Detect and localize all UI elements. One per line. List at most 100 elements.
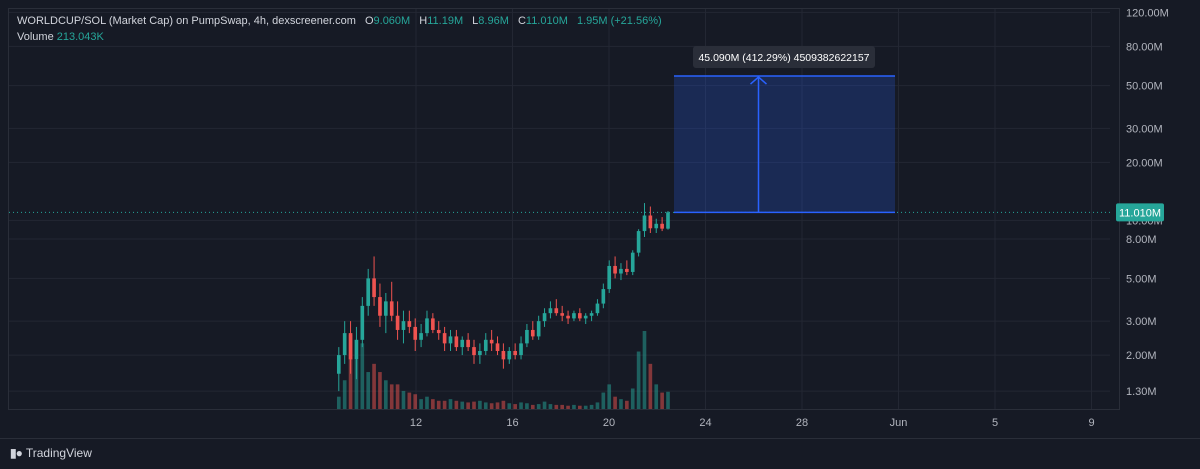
candle-body[interactable] (436, 329, 441, 334)
candle-body[interactable] (560, 313, 565, 316)
candle-body[interactable] (566, 315, 570, 319)
volume-label: Volume (17, 31, 54, 43)
candle-body[interactable] (601, 289, 606, 304)
volume-bar (636, 351, 641, 409)
candle-body[interactable] (354, 339, 359, 360)
price-chart[interactable]: 45.090M (412.29%) 4509382622157 120.00M 8… (0, 0, 1200, 438)
volume-bar (560, 404, 565, 409)
price-tick-label: 8.00M (1126, 234, 1157, 246)
high-value: 11.19M (427, 15, 464, 27)
candle-body[interactable] (507, 350, 512, 360)
candle-body[interactable] (366, 278, 371, 306)
volume-bar (425, 396, 429, 409)
volume-bar (419, 399, 423, 409)
candle-body[interactable] (342, 333, 347, 356)
candle-body[interactable] (454, 336, 459, 348)
candle-body[interactable] (577, 313, 582, 319)
open-label: O (364, 15, 374, 27)
candle-body[interactable] (466, 339, 470, 348)
candle-body[interactable] (501, 350, 506, 360)
candle-body[interactable] (607, 265, 612, 290)
measure-box[interactable] (674, 76, 895, 213)
volume-bar (525, 403, 529, 409)
candle-body[interactable] (389, 301, 394, 316)
candle-body[interactable] (489, 339, 494, 344)
time-tick-label: Jun (890, 417, 908, 429)
volume-bar (554, 404, 559, 409)
candle-body[interactable] (519, 343, 523, 356)
candle-body[interactable] (348, 333, 353, 360)
candle-body[interactable] (625, 268, 629, 272)
candle-body[interactable] (648, 215, 653, 229)
volume-bar (354, 359, 359, 409)
volume-bar (372, 363, 376, 409)
candle-body[interactable] (654, 223, 659, 229)
candle-body[interactable] (495, 343, 500, 351)
candle-body[interactable] (613, 265, 617, 274)
volume-bar (389, 384, 394, 409)
chart-area[interactable] (8, 8, 1120, 410)
candle-body[interactable] (548, 308, 553, 314)
candle-body[interactable] (536, 321, 541, 337)
tradingview-logo[interactable]: ▮● TradingView (10, 446, 92, 460)
volume-bar (625, 400, 629, 409)
candle-body[interactable] (513, 350, 517, 356)
volume-bar (519, 402, 523, 409)
volume-bar (542, 401, 547, 409)
candle-body[interactable] (448, 336, 453, 344)
volume-bar (566, 405, 570, 409)
candle-body[interactable] (478, 350, 482, 356)
candle-body[interactable] (572, 313, 576, 319)
change-value: 1.95M (+21.56%) (576, 15, 662, 27)
price-tick-label: 2.00M (1126, 350, 1157, 362)
volume-bar (395, 384, 400, 409)
candle-body[interactable] (583, 315, 588, 319)
candle-body[interactable] (660, 223, 664, 229)
price-tick-label: 30.00M (1126, 123, 1163, 135)
volume-bar (360, 343, 365, 409)
candle-body[interactable] (442, 333, 447, 344)
candle-body[interactable] (630, 252, 635, 272)
candle-body[interactable] (425, 318, 429, 334)
candle-body[interactable] (360, 305, 365, 340)
tradingview-brand: TradingView (25, 446, 92, 460)
candle-body[interactable] (413, 326, 418, 340)
candle-body[interactable] (395, 315, 400, 330)
volume-bar (466, 402, 470, 409)
candle-body[interactable] (372, 278, 376, 298)
volume-bar (413, 394, 418, 409)
candle-body[interactable] (642, 215, 647, 232)
volume-bar (483, 402, 488, 409)
candle-body[interactable] (589, 313, 594, 316)
volume-bar (654, 384, 659, 409)
measure-label: 45.090M (412.29%) 4509382622157 (698, 52, 869, 64)
candle-body[interactable] (530, 329, 535, 337)
candle-body[interactable] (472, 347, 476, 356)
candle-body[interactable] (525, 329, 529, 344)
candle-body[interactable] (483, 339, 488, 351)
candle-body[interactable] (378, 297, 382, 316)
candle-body[interactable] (542, 313, 547, 322)
volume-bar (448, 399, 453, 409)
candle-body[interactable] (460, 339, 465, 348)
candle-body[interactable] (666, 212, 670, 229)
candle-body[interactable] (384, 301, 388, 316)
price-axis: 120.00M80.00M50.00M30.00M20.00M10.00M8.0… (1116, 7, 1169, 398)
candle-body[interactable] (554, 308, 559, 314)
candle-body[interactable] (636, 231, 641, 253)
candle-body[interactable] (407, 321, 412, 327)
candle-body[interactable] (401, 321, 406, 330)
candle-body[interactable] (595, 303, 600, 314)
price-tick-label: 80.00M (1126, 41, 1163, 53)
volume-bar (536, 404, 541, 409)
candle-body[interactable] (619, 268, 623, 274)
close-value: 11.010M (525, 15, 568, 27)
price-tick-label: 3.00M (1126, 316, 1157, 328)
candle-body[interactable] (431, 318, 435, 330)
volume-bar (630, 388, 635, 409)
volume-value: 213.043K (56, 31, 104, 43)
candle-body[interactable] (419, 333, 423, 340)
candle-body[interactable] (336, 355, 341, 374)
legend-row-volume: Volume 213.043K (17, 29, 662, 45)
